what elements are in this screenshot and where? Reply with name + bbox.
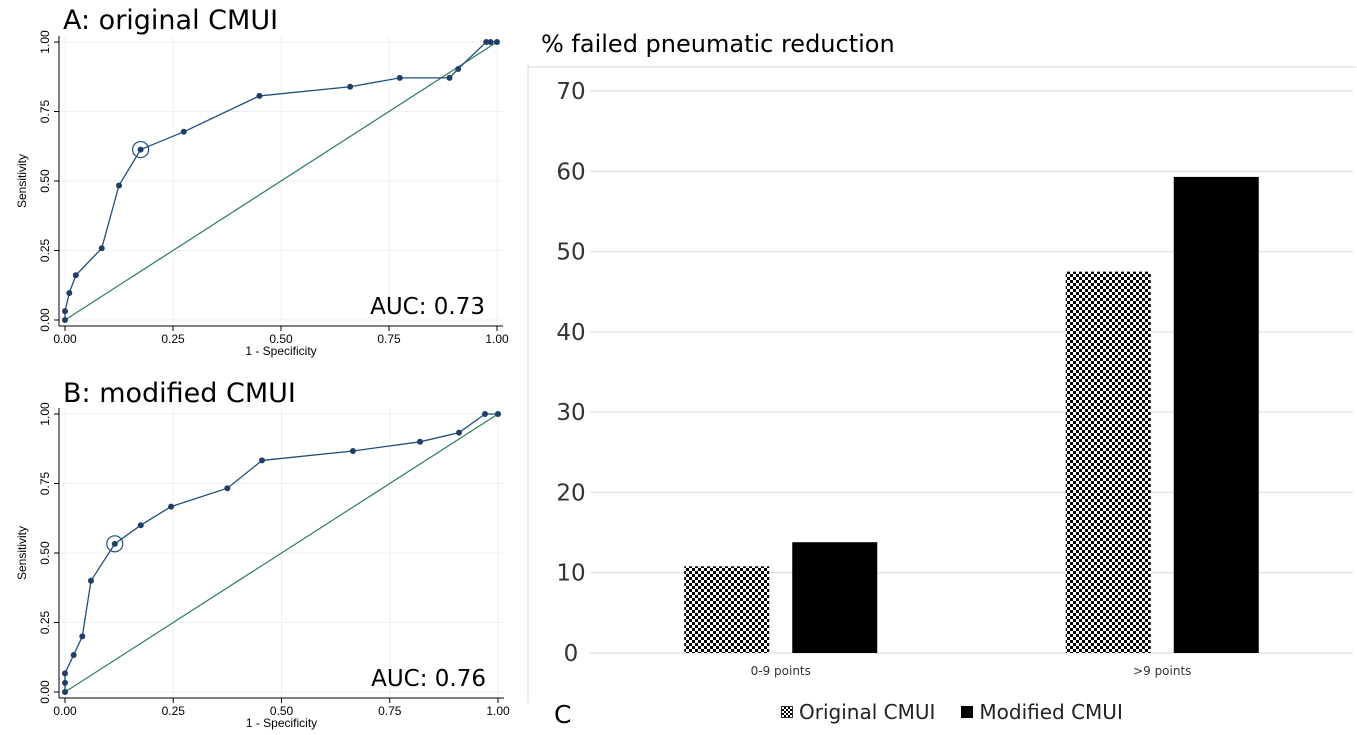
panel-b: B: modified CMUI 0.00 0.25 0.50 0.75 1.00 0.0… [0, 370, 520, 735]
roc-a-y-axis-label: Sensitivity [15, 154, 29, 208]
roc-b-x-tick-label: 0.25 [162, 704, 186, 718]
roc-a-roc-point [494, 39, 500, 45]
roc-b-y-tick-label: 1.00 [38, 402, 52, 426]
roc-a-roc-curve [64, 41, 497, 320]
roc-b-y-tick-label: 0.75 [38, 471, 52, 495]
panel-c-letter: C [554, 700, 572, 729]
roc-a-roc-point [180, 128, 187, 135]
roc-b-roc-point [259, 457, 266, 464]
roc-b-auc-annotation: AUC: 0.76 [371, 666, 486, 692]
roc-b-roc-point [137, 522, 144, 529]
bar-chart-y-tick-label: 70 [556, 79, 585, 105]
solid-swatch-icon [961, 706, 974, 718]
bar-chart-c: 0 10 20 30 40 50 60 70 0-9 points >9 points [527, 65, 1356, 703]
bar-chart-y-tick-label: 60 [556, 159, 585, 185]
roc-a-x-tick-label: 0.75 [377, 332, 401, 346]
roc-b-roc-point [349, 447, 356, 454]
roc-a-roc-point [455, 65, 462, 72]
roc-a-auc-annotation: AUC: 0.73 [370, 294, 485, 320]
legend-item-original: Original CMUI [781, 700, 935, 724]
roc-chart-b: 0.00 0.25 0.50 0.75 1.00 0.00 0.25 0.50 0.75 1.00… [15, 402, 510, 730]
panel-a-title: A: original CMUI [63, 5, 279, 36]
bar-original-0 [684, 566, 770, 653]
roc-a-x-tick-label: 0.00 [53, 332, 77, 346]
roc-a-roc-point [62, 308, 68, 315]
bar-modified-1 [1173, 176, 1259, 654]
roc-a-roc-point [98, 245, 105, 252]
checkerboard-swatch-icon [781, 706, 793, 718]
legend-label-original: Original CMUI [799, 700, 936, 724]
roc-a-x-tick-label: 0.50 [269, 332, 293, 346]
roc-b-x-tick-label: 0.50 [270, 704, 294, 718]
roc-a-roc-point [347, 83, 354, 90]
roc-b-roc-point [62, 689, 68, 695]
roc-b-x-axis-label: 1 - Specificity [246, 716, 317, 730]
roc-a-roc-point [137, 146, 144, 153]
roc-b-y-axis-label: Sensitivity [15, 526, 29, 580]
roc-a-x-tick-label: 0.25 [161, 332, 185, 346]
roc-b-roc-point [456, 429, 463, 436]
roc-b-roc-point [87, 577, 94, 584]
roc-a-y-tick-label: 0.75 [38, 99, 52, 123]
roc-b-y-tick-label: 0.50 [38, 541, 52, 565]
roc-b-roc-point [111, 540, 118, 547]
roc-b-roc-curve [64, 413, 498, 692]
bar-chart-y-tick-label: 30 [556, 400, 585, 426]
bar-chart-legend: Original CMUI Modified CMUI [781, 700, 1149, 724]
bar-original-1 [1065, 271, 1151, 653]
roc-b-y-tick-label: 0.00 [38, 680, 52, 704]
bar-chart-y-tick-label: 50 [556, 240, 585, 266]
roc-b-roc-point [482, 411, 489, 417]
bar-chart-x-tick-label: 0-9 points [751, 664, 811, 678]
roc-b-y-tick-label: 0.25 [38, 610, 52, 634]
roc-b-optimal-cutoff-marker [106, 535, 124, 553]
bar-chart-y-tick-label: 20 [556, 480, 585, 506]
roc-a-x-tick-label: 1.00 [485, 332, 509, 346]
roc-b-roc-point [79, 633, 86, 640]
roc-a-roc-point [116, 182, 122, 189]
roc-a-reference-line [64, 41, 498, 321]
roc-b-roc-point [62, 679, 68, 686]
roc-a-roc-point [396, 74, 403, 81]
roc-b-roc-point [224, 485, 231, 492]
roc-a-roc-point [483, 39, 490, 45]
roc-a-roc-point [256, 92, 263, 99]
roc-a-y-tick-label: 1.00 [38, 30, 52, 54]
roc-a-roc-point [66, 290, 73, 297]
roc-a-y-tick-label: 0.00 [38, 308, 52, 332]
roc-a-y-tick-label: 0.25 [38, 238, 52, 262]
roc-b-reference-line [64, 413, 499, 693]
bar-chart-y-tick-label: 40 [556, 320, 585, 346]
roc-b-roc-point [168, 503, 175, 510]
roc-b-roc-point [495, 411, 501, 417]
legend-item-modified: Modified CMUI [961, 700, 1123, 724]
roc-a-roc-point [72, 272, 79, 279]
roc-a-y-tick-label: 0.50 [38, 169, 52, 193]
bar-chart-title: % failed pneumatic reduction [541, 30, 895, 58]
roc-chart-a: 0.00 0.25 0.50 0.75 1.00 0.00 0.25 0.50 0.75 1.00… [15, 30, 509, 358]
bar-modified-0 [792, 542, 878, 653]
roc-a-roc-point [62, 317, 68, 323]
panel-b-title: B: modified CMUI [63, 378, 296, 409]
bar-chart-y-tick-label: 10 [556, 561, 585, 587]
roc-b-x-tick-label: 1.00 [486, 704, 510, 718]
roc-a-roc-point [487, 39, 494, 45]
roc-a-optimal-cutoff-marker [132, 140, 150, 159]
legend-label-modified: Modified CMUI [979, 700, 1123, 724]
panel-a: A: original CMUI 0.00 0.25 0.50 0.75 1.00 0.0… [0, 0, 520, 370]
roc-a-roc-point [446, 74, 453, 81]
roc-b-roc-point [417, 438, 424, 445]
bar-chart-y-tick-label: 0 [564, 641, 579, 667]
roc-b-x-tick-label: 0.75 [378, 704, 402, 718]
roc-b-roc-point [62, 670, 68, 677]
roc-b-roc-point [70, 652, 77, 659]
roc-b-x-tick-label: 0.00 [53, 704, 77, 718]
bar-chart-x-tick-label: >9 points [1133, 664, 1191, 678]
roc-a-x-axis-label: 1 - Specificity [245, 344, 316, 358]
